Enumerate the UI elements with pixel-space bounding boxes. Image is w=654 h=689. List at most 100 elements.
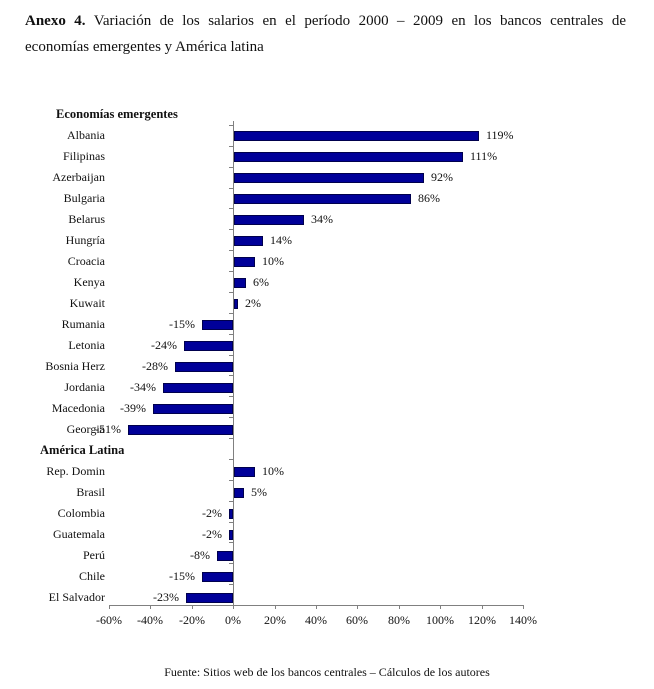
bar-per- [217, 551, 233, 561]
figure-caption-label: Anexo 4. [25, 13, 86, 29]
bar-azerbaijan [234, 173, 424, 183]
bar-bulgaria [234, 194, 411, 204]
category-label: Colombia [57, 506, 105, 520]
bar-chile [202, 572, 233, 582]
x-axis-tick-label: 140% [509, 613, 537, 627]
category-label: Kuwait [69, 296, 105, 310]
x-axis-tick [150, 605, 151, 609]
y-axis-tick [229, 501, 233, 502]
value-label: -2% [202, 527, 222, 541]
category-label: Perú [83, 548, 105, 562]
y-axis-tick [229, 334, 233, 335]
category-label: Croacia [67, 254, 105, 268]
y-axis-tick [229, 438, 233, 439]
value-label: 6% [253, 275, 269, 289]
x-axis-tick-label: 20% [264, 613, 286, 627]
x-axis-tick [316, 605, 317, 609]
category-label: Bosnia Herz [45, 359, 105, 373]
bar-filipinas [234, 152, 463, 162]
x-axis-tick-label: -60% [96, 613, 122, 627]
bar-kenya [234, 278, 246, 288]
category-label: Chile [79, 569, 105, 583]
y-axis-tick [229, 417, 233, 418]
x-axis-tick-label: 60% [346, 613, 368, 627]
category-label: Belarus [68, 212, 105, 226]
x-axis-tick [357, 605, 358, 609]
value-label: -24% [151, 338, 177, 352]
value-label: 34% [311, 212, 333, 226]
figure-caption-text: Variación de los salarios en el período … [93, 13, 626, 29]
value-label: -28% [142, 359, 168, 373]
group-header: América Latina [40, 443, 125, 457]
y-axis-tick [229, 125, 233, 126]
value-label: -15% [169, 569, 195, 583]
y-axis-tick [229, 396, 233, 397]
value-label: 86% [418, 191, 440, 205]
category-label: Macedonia [51, 401, 105, 415]
bar-belarus [234, 215, 304, 225]
x-axis-tick [440, 605, 441, 609]
category-label: Rumania [61, 317, 105, 331]
group-header: Economías emergentes [56, 107, 178, 121]
y-axis-tick [229, 313, 233, 314]
value-label: 10% [262, 464, 284, 478]
value-label: -51% [95, 422, 121, 436]
x-axis-tick [523, 605, 524, 609]
x-axis-tick [482, 605, 483, 609]
bar-macedonia [153, 404, 233, 414]
value-label: -34% [130, 380, 156, 394]
value-label: -2% [202, 506, 222, 520]
bar-bosnia-herz [175, 362, 233, 372]
figure-caption: Anexo 4. Variación de los salarios en el… [25, 8, 626, 60]
x-axis-tick-label: 120% [468, 613, 496, 627]
bar-hungr-a [234, 236, 263, 246]
value-label: 10% [262, 254, 284, 268]
y-axis-tick [229, 375, 233, 376]
value-label: -15% [169, 317, 195, 331]
y-axis-tick [229, 459, 233, 460]
x-axis-tick [399, 605, 400, 609]
category-label: Hungría [65, 233, 105, 247]
x-axis-tick [109, 605, 110, 609]
x-axis-tick-label: 40% [305, 613, 327, 627]
y-axis-tick [229, 167, 233, 168]
y-axis-tick [229, 292, 233, 293]
value-label: 92% [431, 170, 453, 184]
figure-caption-line1: Anexo 4. Variación de los salarios en el… [25, 8, 626, 34]
bar-colombia [229, 509, 233, 519]
value-label: 14% [270, 233, 292, 247]
y-axis-tick [229, 208, 233, 209]
x-axis-tick [233, 605, 234, 609]
y-axis-tick [229, 355, 233, 356]
category-label: Letonia [68, 338, 105, 352]
y-axis-tick [229, 563, 233, 564]
value-label: -23% [153, 590, 179, 604]
x-axis-tick-label: -20% [179, 613, 205, 627]
y-axis-line [233, 121, 234, 605]
x-axis-tick-label: 0% [225, 613, 241, 627]
category-label: Azerbaijan [52, 170, 105, 184]
bar-kuwait [234, 299, 238, 309]
category-label: Bulgaria [63, 191, 105, 205]
bar-letonia [184, 341, 233, 351]
value-label: 111% [470, 149, 498, 163]
x-axis-tick-label: 100% [426, 613, 454, 627]
value-label: -8% [190, 548, 210, 562]
bar-jordania [163, 383, 233, 393]
y-axis-tick [229, 522, 233, 523]
category-label: Brasil [76, 485, 105, 499]
category-label: Albania [67, 128, 105, 142]
value-label: 2% [245, 296, 261, 310]
bar-guatemala [229, 530, 233, 540]
value-label: -39% [120, 401, 146, 415]
category-label: Guatemala [53, 527, 105, 541]
bar-rumania [202, 320, 233, 330]
category-label: Jordania [64, 380, 105, 394]
category-label: Georgia [66, 422, 105, 436]
y-axis-tick [229, 584, 233, 585]
bar-brasil [234, 488, 244, 498]
x-axis-tick [192, 605, 193, 609]
x-axis-tick-label: 80% [388, 613, 410, 627]
